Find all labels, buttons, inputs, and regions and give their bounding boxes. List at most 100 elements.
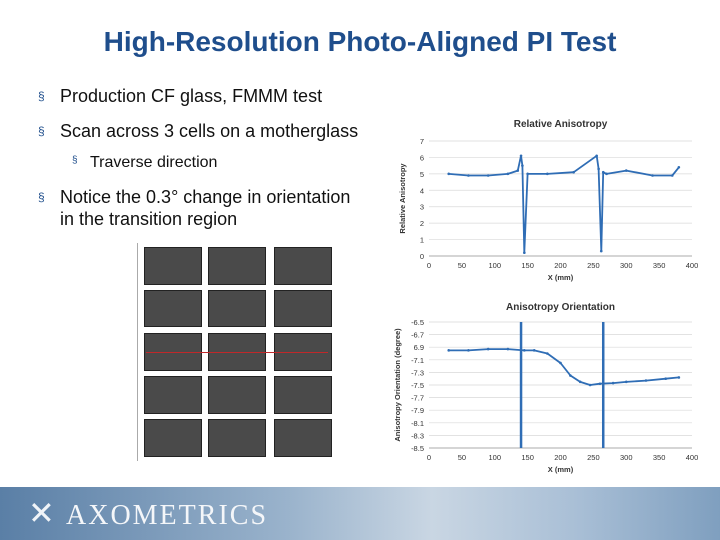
data-point bbox=[516, 169, 520, 172]
y-tick-label: 3 bbox=[420, 203, 424, 212]
y-tick-label: 0 bbox=[420, 252, 424, 261]
glass-cell bbox=[208, 290, 266, 327]
axometrics-logo-icon: ✕ bbox=[28, 495, 55, 531]
data-point bbox=[644, 379, 648, 382]
y-tick-label: -6.5 bbox=[411, 318, 424, 327]
data-point bbox=[532, 349, 536, 352]
sub-bullet-text: Traverse direction bbox=[90, 154, 218, 171]
anisotropy-orientation-chart: Anisotropy Orientation -6.5 -6.7 6.9 -7.1 -7.… bbox=[393, 302, 698, 474]
x-tick-label: 100 bbox=[488, 453, 501, 462]
x-tick-label: 250 bbox=[587, 261, 600, 270]
y-tick-label: 7 bbox=[420, 137, 424, 146]
data-point bbox=[467, 349, 470, 352]
y-tick-label: -7.7 bbox=[411, 394, 424, 403]
x-tick-label: 100 bbox=[488, 261, 501, 270]
glass-cell bbox=[274, 247, 332, 285]
data-point bbox=[598, 382, 602, 386]
data-point bbox=[597, 167, 600, 171]
y-tick-label: -8.3 bbox=[411, 431, 424, 440]
y-tick-label: 2 bbox=[420, 219, 424, 228]
data-point bbox=[670, 174, 674, 177]
data-point bbox=[677, 165, 681, 169]
glass-cell bbox=[144, 419, 202, 457]
data-point bbox=[624, 380, 628, 384]
data-point bbox=[569, 374, 572, 377]
x-tick-label: 50 bbox=[458, 261, 466, 270]
y-axis-label: Relative Anisotropy bbox=[398, 163, 407, 234]
data-point bbox=[595, 154, 598, 158]
x-tick-label: 200 bbox=[554, 261, 567, 270]
y-tick-label: 1 bbox=[420, 236, 424, 245]
x-tick-label: 400 bbox=[686, 261, 699, 270]
y-tick-label: 5 bbox=[420, 170, 424, 179]
glass-cell bbox=[144, 376, 202, 414]
chart-title: Relative Anisotropy bbox=[514, 119, 608, 130]
x-tick-label: 0 bbox=[427, 261, 431, 270]
sub-bullet-traverse: § Traverse direction bbox=[72, 154, 218, 172]
data-point bbox=[572, 170, 575, 174]
x-tick-label: 350 bbox=[653, 261, 666, 270]
bullet-text-line-1: Notice the 0.3° change in orientation bbox=[60, 187, 351, 207]
y-tick-label: -6.7 bbox=[411, 331, 424, 340]
x-tick-label: 150 bbox=[521, 453, 534, 462]
bullet-marker: § bbox=[38, 89, 45, 103]
slide-title: High-Resolution Photo-Aligned PI Test bbox=[103, 26, 617, 57]
y-tick-label: 6.9 bbox=[414, 343, 424, 352]
data-point bbox=[506, 172, 510, 176]
footer-banner bbox=[0, 487, 720, 540]
data-point bbox=[467, 174, 470, 177]
data-point bbox=[624, 169, 628, 172]
data-point bbox=[546, 352, 549, 355]
y-tick-label: 6 bbox=[420, 153, 424, 162]
bullet-orientation-change: § Notice the 0.3° change in orientation … bbox=[38, 186, 351, 230]
glass-cell bbox=[208, 247, 266, 285]
bullet-marker: § bbox=[38, 190, 45, 204]
data-series-line bbox=[448, 348, 679, 386]
sub-bullet-marker: § bbox=[72, 155, 78, 166]
x-tick-label: 200 bbox=[554, 453, 567, 462]
x-axis-label: X (mm) bbox=[548, 465, 574, 474]
y-tick-label: -7.5 bbox=[411, 381, 424, 390]
company-logo-text: AXOMETRICS bbox=[66, 500, 269, 531]
glass-cell bbox=[208, 376, 266, 414]
y-tick-label: -7.3 bbox=[411, 368, 424, 377]
data-point bbox=[521, 164, 524, 167]
y-tick-label: -8.1 bbox=[411, 419, 424, 428]
data-point bbox=[578, 380, 582, 384]
data-point bbox=[599, 249, 603, 253]
y-tick-label: 4 bbox=[420, 186, 424, 195]
x-tick-label: 300 bbox=[620, 261, 633, 270]
y-axis-label: Anisotropy Orientation (degree) bbox=[393, 328, 402, 442]
data-point bbox=[447, 349, 451, 352]
bullet-text: Scan across 3 cells on a motherglass bbox=[60, 121, 359, 141]
data-point bbox=[447, 172, 451, 176]
x-tick-label: 300 bbox=[620, 453, 633, 462]
data-point bbox=[486, 347, 490, 351]
bullet-scan-cells: § Scan across 3 cells on a motherglass bbox=[38, 120, 359, 142]
bullet-production-glass: § Production CF glass, FMMM test bbox=[38, 85, 323, 107]
y-tick-label: -7.9 bbox=[411, 406, 424, 415]
data-point bbox=[526, 172, 529, 176]
glass-cell bbox=[144, 247, 202, 285]
x-tick-label: 150 bbox=[521, 261, 534, 270]
data-point bbox=[559, 361, 562, 365]
glass-cell bbox=[144, 290, 202, 327]
data-point bbox=[605, 172, 608, 176]
data-point bbox=[601, 170, 605, 174]
data-point bbox=[523, 251, 526, 255]
x-tick-label: 50 bbox=[458, 453, 466, 462]
x-tick-label: 350 bbox=[653, 453, 666, 462]
data-point bbox=[677, 376, 681, 379]
data-point bbox=[486, 174, 490, 177]
x-tick-label: 250 bbox=[587, 453, 600, 462]
glass-cell bbox=[274, 290, 332, 327]
bullet-text-line-2: in the transition region bbox=[60, 209, 238, 229]
data-point bbox=[651, 174, 654, 177]
traverse-scan-line bbox=[146, 352, 328, 353]
bullet-text: Production CF glass, FMMM test bbox=[60, 86, 323, 106]
data-series-line bbox=[448, 154, 680, 254]
data-point bbox=[588, 383, 592, 387]
x-axis-label: X (mm) bbox=[548, 273, 574, 282]
glass-cell bbox=[274, 419, 332, 457]
glass-cell bbox=[208, 419, 266, 457]
